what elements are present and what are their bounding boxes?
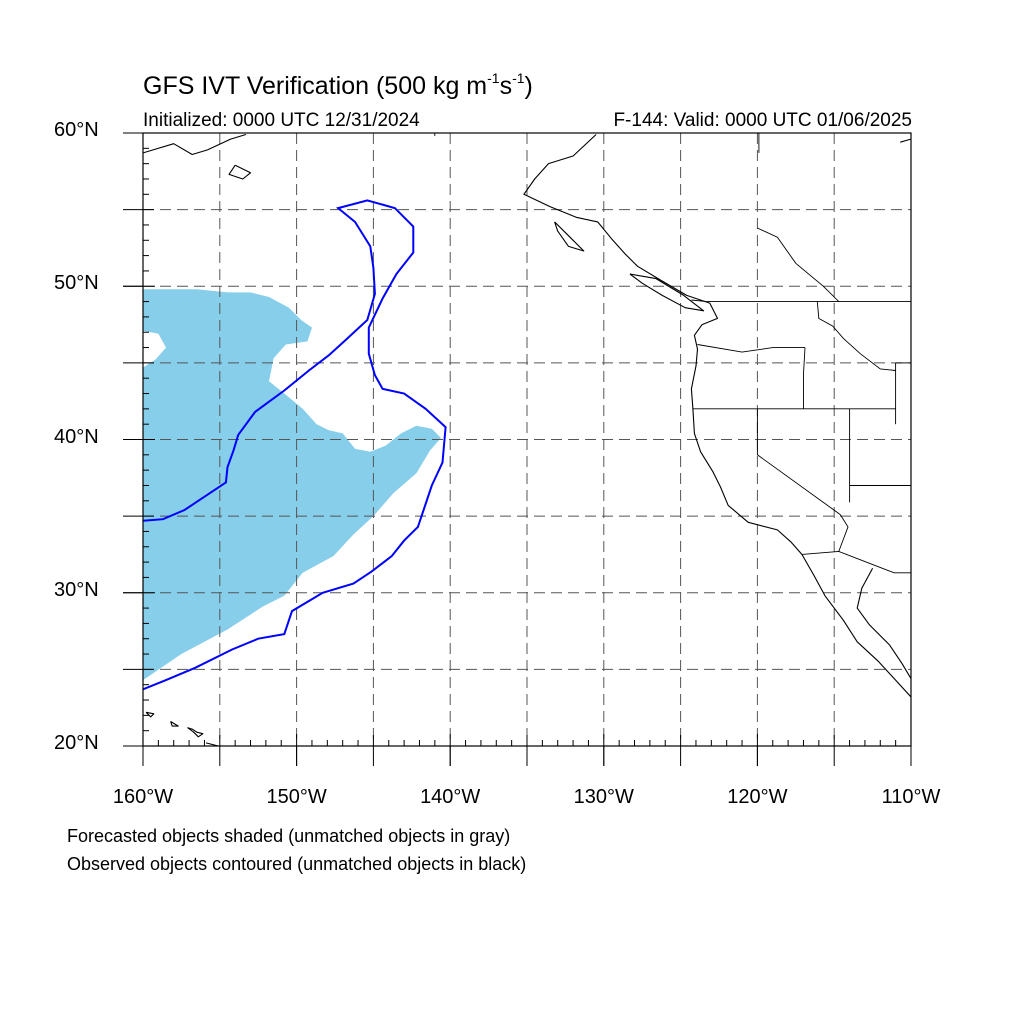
coastline <box>900 138 911 143</box>
coastline <box>523 134 911 698</box>
border-line <box>801 550 911 574</box>
lon-tick-label: 160°W <box>112 786 174 808</box>
valid-time-label: F-144: Valid: 0000 UTC 01/06/2025 <box>613 110 912 131</box>
coastline <box>143 133 247 156</box>
axis-ticks <box>123 132 912 766</box>
lat-tick-label: 20°N <box>54 732 99 754</box>
map-title: GFS IVT Verification (500 kg m-1s-1) <box>143 70 533 100</box>
lon-tick-label: 110°W <box>881 786 941 808</box>
forecast-object-shading <box>143 289 441 681</box>
border-line <box>697 344 805 353</box>
observed-object-contour <box>143 199 447 691</box>
border-line <box>757 227 840 302</box>
lon-tick-label: 140°W <box>420 786 481 808</box>
coastline <box>145 711 155 718</box>
border-line <box>691 299 707 303</box>
lon-tick-label: 120°W <box>727 786 788 808</box>
coastline <box>228 164 252 180</box>
lon-tick-label: 150°W <box>266 786 327 808</box>
political-borders <box>434 133 911 574</box>
coastline <box>554 221 585 252</box>
border-line <box>838 514 849 552</box>
border-line <box>816 301 896 371</box>
coastline <box>629 273 705 312</box>
lon-tick-label: 130°W <box>573 786 634 808</box>
footnote-observed: Observed objects contoured (unmatched ob… <box>67 854 527 874</box>
footnote-forecast: Forecasted objects shaded (unmatched obj… <box>67 826 511 846</box>
lat-tick-label: 30°N <box>54 578 99 601</box>
coastline <box>187 727 204 738</box>
coastline <box>170 721 179 727</box>
init-time-label: Initialized: 0000 UTC 12/31/2024 <box>143 110 420 131</box>
lat-tick-label: 50°N <box>54 272 99 295</box>
border-line <box>803 347 806 409</box>
lat-tick-label: 40°N <box>54 425 99 448</box>
graticule <box>143 133 911 746</box>
lat-tick-label: 60°N <box>54 119 99 141</box>
coastlines <box>143 133 911 746</box>
coastline <box>205 742 219 746</box>
border-line <box>756 408 841 515</box>
coastline <box>856 567 911 679</box>
